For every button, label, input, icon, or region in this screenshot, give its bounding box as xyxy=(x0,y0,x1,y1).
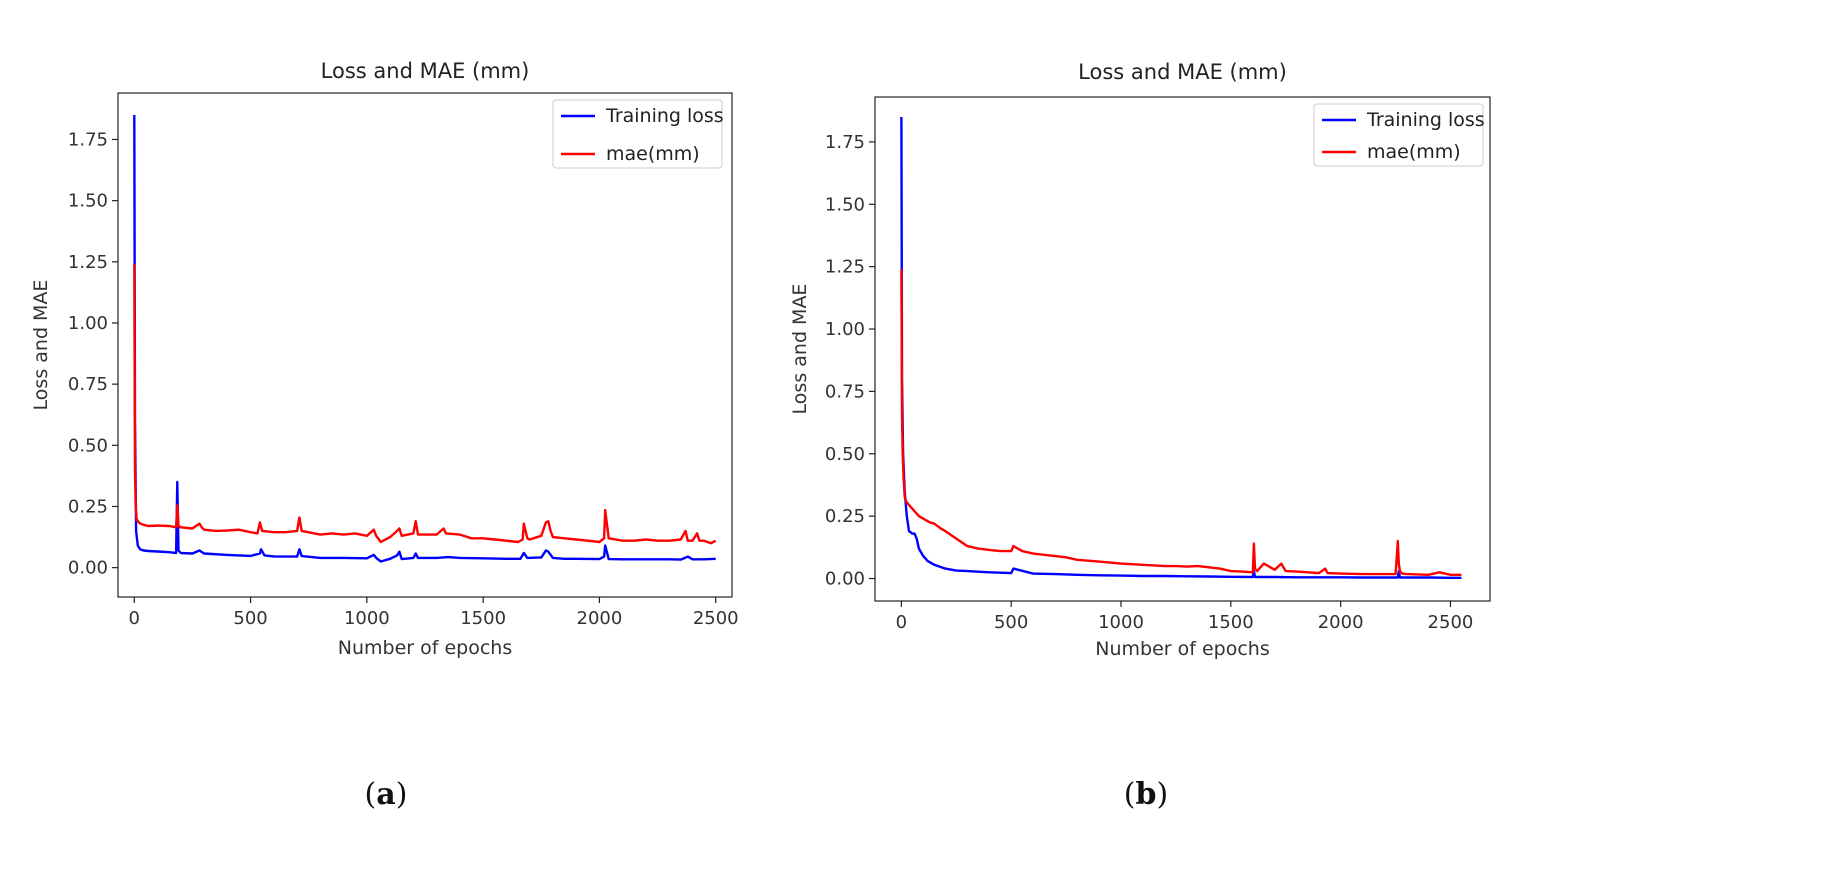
caption-close: ) xyxy=(396,777,408,812)
y-tick-label: 0.50 xyxy=(68,435,108,456)
y-tick-label: 0.00 xyxy=(825,569,865,590)
y-tick-label: 0.75 xyxy=(825,381,865,402)
caption-letter: b xyxy=(1136,777,1157,812)
x-tick-label: 2500 xyxy=(1428,612,1474,633)
x-tick-label: 500 xyxy=(994,612,1028,633)
y-tick-label: 1.25 xyxy=(68,252,108,273)
caption-close: ) xyxy=(1156,777,1168,812)
plot-frame xyxy=(117,92,733,598)
y-tick-label: 0.25 xyxy=(825,506,865,527)
caption-letter: a xyxy=(376,777,395,812)
chart-title: Loss and MAE (mm) xyxy=(321,59,530,83)
x-tick-label: 1000 xyxy=(1098,612,1144,633)
x-tick-label: 0 xyxy=(129,608,140,629)
y-tick-label: 1.00 xyxy=(825,319,865,340)
x-tick-label: 1500 xyxy=(1208,612,1254,633)
y-tick-label: 1.50 xyxy=(68,191,108,212)
series-line-mae xyxy=(900,269,1462,576)
y-axis-label: Loss and MAE xyxy=(789,284,811,415)
legend-label-training-loss: Training loss xyxy=(605,105,724,127)
series-line-mae xyxy=(133,264,717,545)
legend-label-training-loss: Training loss xyxy=(1366,109,1485,131)
x-tick-label: 500 xyxy=(233,608,267,629)
legend-label-mae: mae(mm) xyxy=(1367,141,1461,163)
y-tick-label: 1.75 xyxy=(825,132,865,153)
y-tick-label: 0.50 xyxy=(825,444,865,465)
x-tick-label: 2000 xyxy=(577,608,623,629)
legend: Training loss mae(mm) xyxy=(552,99,724,169)
x-axis-label: Number of epochs xyxy=(338,637,512,659)
y-tick-label: 0.75 xyxy=(68,374,108,395)
y-tick-label: 1.75 xyxy=(68,129,108,150)
series-line-training-loss xyxy=(900,116,1462,579)
chart-panel-a: Loss and MAE (mm) 0 500 1000 1500 2000 2500 0.0… xyxy=(30,59,739,812)
y-tick-label: 1.25 xyxy=(825,257,865,278)
x-tick-label: 1000 xyxy=(344,608,390,629)
legend: Training loss mae(mm) xyxy=(1313,103,1485,167)
x-axis-label: Number of epochs xyxy=(1095,638,1269,660)
panel-caption: (a) xyxy=(365,777,408,812)
legend-box xyxy=(552,99,723,169)
chart-panel-b: Loss and MAE (mm) 0 500 1000 1500 2000 2500 0.0… xyxy=(789,60,1491,812)
x-tick-label: 1500 xyxy=(460,608,506,629)
y-tick-label: 0.00 xyxy=(68,558,108,579)
legend-label-mae: mae(mm) xyxy=(606,143,700,165)
y-tick-label: 1.00 xyxy=(68,313,108,334)
panel-caption: (b) xyxy=(1124,777,1168,812)
caption-open: ( xyxy=(365,777,377,812)
chart-title: Loss and MAE (mm) xyxy=(1078,60,1287,84)
x-tick-label: 0 xyxy=(896,612,907,633)
y-tick-label: 1.50 xyxy=(825,194,865,215)
series-line-training-loss xyxy=(133,114,716,563)
x-tick-label: 2000 xyxy=(1318,612,1364,633)
plot-frame xyxy=(874,96,1491,602)
legend-box xyxy=(1313,103,1484,167)
x-tick-label: 2500 xyxy=(693,608,739,629)
y-tick-label: 0.25 xyxy=(68,496,108,517)
y-axis-label: Loss and MAE xyxy=(30,280,52,411)
caption-open: ( xyxy=(1124,777,1136,812)
